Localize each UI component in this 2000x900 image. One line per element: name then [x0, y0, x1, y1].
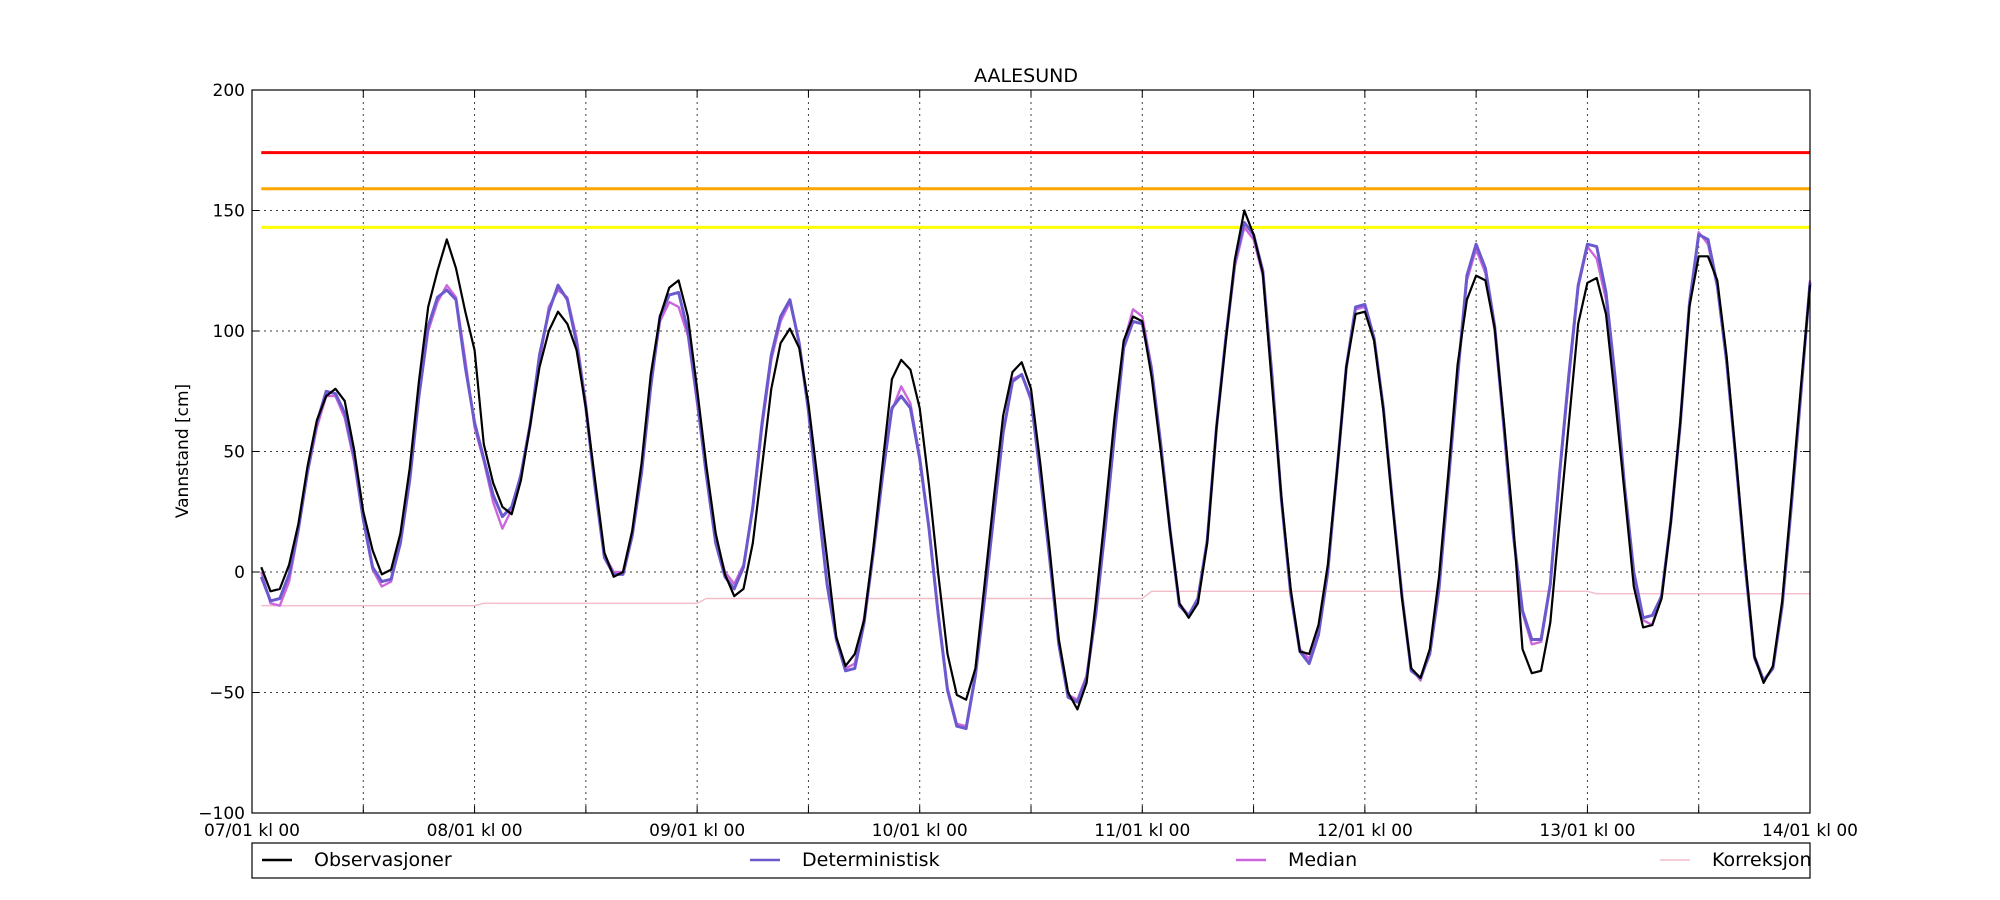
- x-tick-label: 13/01 kl 00: [1539, 821, 1635, 841]
- y-tick-label: −50: [209, 684, 245, 704]
- y-axis-ticks: −100 −50 0 50 100 150 200: [198, 81, 1810, 824]
- y-tick-label: −100: [198, 804, 245, 824]
- x-tick-label: 09/01 kl 00: [649, 821, 745, 841]
- series-line-korreksjon: [261, 590, 1810, 607]
- legend-label-korreksjon: Korreksjon: [1712, 849, 1812, 871]
- series-line-deterministisk: [259, 221, 1812, 731]
- grid-layer: [252, 90, 1810, 813]
- threshold-layer: [261, 151, 1810, 229]
- y-tick-label: 150: [213, 202, 245, 222]
- x-tick-label: 07/01 kl 00: [204, 821, 300, 841]
- legend-label-median: Median: [1288, 849, 1357, 871]
- x-tick-label: 10/01 kl 00: [872, 821, 968, 841]
- series-line-observasjoner: [260, 209, 1812, 711]
- y-axis-label: Vannstand [cm]: [173, 384, 193, 518]
- y-tick-label: 200: [213, 81, 245, 101]
- legend: Observasjoner Deterministisk Median Korreks…: [262, 849, 1812, 871]
- legend-label-deterministisk: Deterministisk: [802, 849, 940, 871]
- x-axis-ticks: 07/01 kl 00 08/01 kl 00 09/01 kl 00 10/01 k…: [204, 90, 1858, 841]
- x-tick-label: 08/01 kl 00: [427, 821, 523, 841]
- series-layer: [259, 209, 1812, 731]
- x-tick-label: 14/01 kl 00: [1762, 821, 1858, 841]
- y-tick-label: 0: [234, 563, 245, 583]
- chart-title: AALESUND: [974, 65, 1078, 87]
- x-tick-label: 11/01 kl 00: [1094, 821, 1190, 841]
- legend-box: [251, 842, 1811, 879]
- legend-label-observasjoner: Observasjoner: [314, 849, 452, 871]
- y-tick-label: 50: [223, 443, 245, 463]
- y-tick-label: 100: [213, 322, 245, 342]
- x-tick-label: 12/01 kl 00: [1317, 821, 1413, 841]
